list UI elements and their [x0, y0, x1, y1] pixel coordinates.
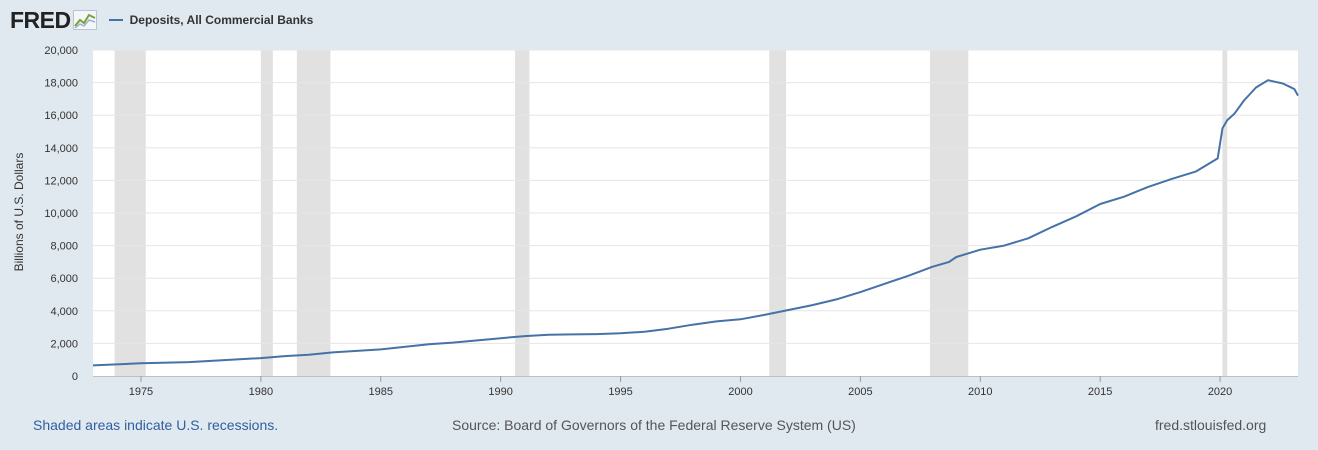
y-tick-label: 12,000	[44, 175, 78, 187]
y-tick-label: 16,000	[44, 110, 78, 122]
line-chart[interactable]: 1975 1980 1985 1990 1995 2000 2005 2010 2015 2020…	[0, 0, 1318, 410]
y-tick-label: 10,000	[44, 208, 78, 220]
legend-swatch	[108, 19, 123, 21]
y-tick-label: 18,000	[44, 78, 78, 90]
x-tick-label: 2000	[728, 386, 752, 398]
y-tick-label: 20,000	[44, 45, 78, 57]
y-axis: 0 2,000 4,000 6,000 8,000 10,000 12,000 14,000 1…	[44, 45, 78, 383]
gridlines	[93, 49, 1298, 377]
recessions-note-link[interactable]: Shaded areas indicate U.S. recessions.	[33, 417, 279, 433]
y-tick-label: 14,000	[44, 143, 78, 155]
x-tick-label: 2020	[1208, 386, 1232, 398]
x-tick-label: 2015	[1088, 386, 1112, 398]
x-tick-label: 2005	[848, 386, 872, 398]
y-tick-label: 0	[72, 371, 78, 383]
chart-header: FRED Deposits, All Commercial Banks	[10, 6, 313, 34]
site-link[interactable]: fred.stlouisfed.org	[1155, 417, 1267, 433]
y-tick-label: 6,000	[50, 273, 78, 285]
fred-logo[interactable]: FRED	[10, 6, 71, 33]
series-line	[92, 79, 1299, 367]
chart-legend[interactable]: Deposits, All Commercial Banks	[108, 13, 314, 27]
x-tick-label: 1975	[129, 386, 153, 398]
x-axis: 1975 1980 1985 1990 1995 2000 2005 2010 2015 2020	[129, 376, 1232, 398]
source-note: Source: Board of Governors of the Federa…	[452, 417, 856, 433]
y-tick-label: 8,000	[50, 241, 78, 253]
legend-label: Deposits, All Commercial Banks	[129, 13, 314, 27]
x-tick-label: 1980	[249, 386, 273, 398]
series-layer	[92, 79, 1299, 367]
x-tick-label: 1995	[608, 386, 632, 398]
x-tick-label: 1990	[488, 386, 512, 398]
y-axis-title: Billions of U.S. Dollars	[12, 153, 26, 272]
y-tick-label: 2,000	[50, 338, 78, 350]
chart-line-icon	[72, 10, 97, 30]
x-tick-label: 1985	[369, 386, 393, 398]
x-tick-label: 2010	[968, 386, 992, 398]
y-tick-label: 4,000	[50, 306, 78, 318]
